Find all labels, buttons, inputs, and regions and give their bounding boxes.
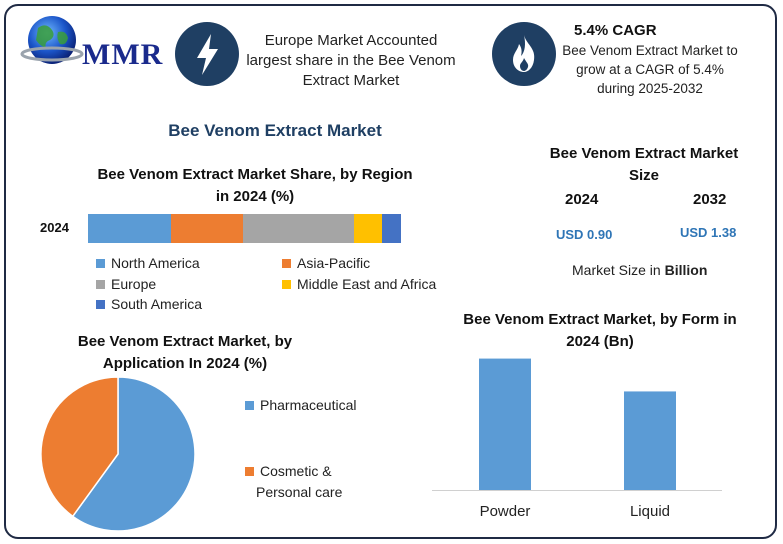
application-pie-chart (40, 376, 196, 532)
legend-asia-pacific: Asia-Pacific (282, 255, 370, 271)
legend-label: North America (111, 255, 200, 271)
legend-swatch (282, 279, 291, 289)
market-size-unit-note: Market Size in Billion (572, 262, 707, 278)
lightning-icon (175, 22, 239, 86)
legend-label: Asia-Pacific (297, 255, 371, 271)
legend-swatch (245, 400, 254, 410)
legend-swatch (245, 466, 254, 476)
region-bar-segment (242, 214, 355, 243)
region-bar-segment (170, 214, 243, 243)
legend-label: Pharmaceutical (260, 397, 357, 413)
region-chart-title-line: in 2024 (%) (215, 188, 295, 205)
region-bar-segment (88, 214, 171, 243)
legend-label: Europe (111, 276, 157, 292)
market-size-title-line: Bee Venom Extract Market (549, 145, 739, 162)
form-bar (624, 391, 676, 490)
legend-swatch (282, 258, 291, 268)
pie-slice (40, 376, 119, 518)
legend-south-america: South America (96, 296, 202, 312)
flame-icon (492, 22, 556, 86)
legend-cosmetic: Cosmetic & (245, 463, 332, 479)
legend-pharmaceutical: Pharmaceutical (245, 397, 357, 413)
cagr-line: during 2025-2032 (597, 81, 703, 96)
market-size-year-2032: 2032 (693, 191, 727, 208)
legend-label: Personal care (256, 484, 343, 500)
market-size-title: Bee Venom Extract Market Size (530, 143, 758, 187)
info-europe-line: Extract Market (302, 72, 400, 89)
legend-swatch (96, 258, 105, 268)
main-title: Bee Venom Extract Market (168, 121, 382, 140)
form-category-label: Powder (480, 503, 531, 520)
legend-north-america: North America (96, 255, 200, 271)
form-chart-title-line: Bee Venom Extract Market, by Form in (463, 311, 737, 328)
logo-text: MMR (82, 38, 164, 71)
legend-cosmetic-line2: Personal care (256, 484, 342, 500)
region-chart-title: Bee Venom Extract Market Share, by Regio… (75, 164, 435, 208)
cagr-line: Bee Venom Extract Market to (562, 43, 738, 58)
legend-europe: Europe (96, 276, 156, 292)
market-size-value-2024: USD 0.90 (556, 227, 613, 242)
form-bar (479, 358, 531, 490)
legend-label: Middle East and Africa (297, 276, 437, 292)
market-size-note-prefix: Market Size in (572, 262, 665, 278)
legend-swatch (96, 279, 105, 289)
legend-label: Cosmetic & (260, 463, 332, 479)
form-chart-title: Bee Venom Extract Market, by Form in 202… (430, 309, 770, 353)
market-size-note-unit: Billion (664, 262, 708, 278)
application-chart-title-line: Bee Venom Extract Market, by (77, 333, 293, 350)
region-bar-segment (354, 214, 383, 243)
legend-label: South America (111, 296, 203, 312)
mmr-logo: MMR (14, 10, 164, 72)
info-europe-line: Europe Market Accounted (264, 32, 438, 49)
legend-middle-east-africa: Middle East and Africa (282, 276, 436, 292)
region-chart-title-line: Bee Venom Extract Market Share, by Regio… (97, 166, 413, 183)
page-frame (4, 4, 777, 539)
form-category-label: Liquid (630, 503, 670, 520)
market-size-year-2024: 2024 (565, 191, 599, 208)
legend-swatch (96, 299, 105, 309)
form-chart-title-line: 2024 (Bn) (566, 333, 634, 350)
market-size-title-line: Size (628, 167, 659, 184)
application-chart-title: Bee Venom Extract Market, by Application… (55, 331, 315, 375)
form-bar-chart: Powder Liquid (432, 358, 722, 520)
info-europe-line: largest share in the Bee Venom (246, 52, 456, 69)
region-stacked-bar (88, 214, 401, 243)
region-bar-segment (382, 214, 401, 243)
globe-icon (20, 16, 84, 64)
cagr-description: Bee Venom Extract Market to grow at a CA… (555, 41, 745, 98)
cagr-line: grow at a CAGR of 5.4% (576, 62, 724, 77)
application-chart-title-line: Application In 2024 (%) (102, 355, 268, 372)
pie-slice (71, 376, 196, 532)
info-europe: Europe Market Accounted largest share in… (240, 31, 462, 91)
market-size-value-2032: USD 1.38 (680, 225, 737, 240)
cagr-title: 5.4% CAGR (574, 22, 657, 39)
region-chart-category-label: 2024 (40, 220, 69, 235)
